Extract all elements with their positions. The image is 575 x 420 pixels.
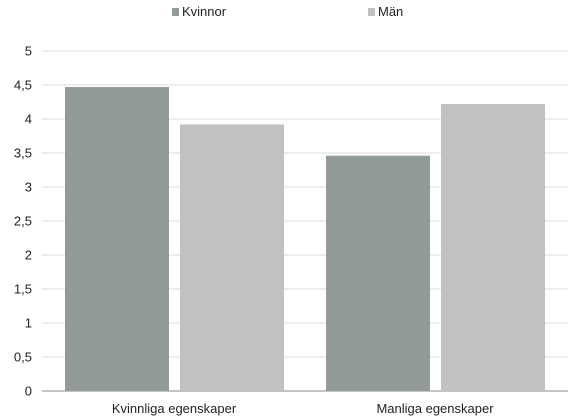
bars: [65, 87, 545, 391]
legend-swatch: [172, 8, 179, 16]
legend-swatch: [368, 8, 375, 16]
y-tick-label: 5: [25, 44, 32, 59]
x-axis: Kvinnliga egenskaper Manliga egenskaper: [112, 401, 494, 416]
legend: Kvinnor Män: [172, 4, 403, 19]
y-tick-label: 3,5: [14, 146, 32, 161]
y-tick-label: 1,5: [14, 282, 32, 297]
y-tick-label: 0,5: [14, 350, 32, 365]
legend-label: Kvinnor: [182, 4, 227, 19]
bar-kvinnor-1: [326, 155, 430, 391]
y-tick-label: 1: [25, 316, 32, 331]
y-tick-label: 0: [25, 384, 32, 399]
x-category-label: Kvinnliga egenskaper: [112, 401, 237, 416]
y-tick-label: 4: [25, 112, 32, 127]
bar-man-0: [180, 124, 284, 391]
bar-man-1: [441, 104, 545, 391]
y-tick-label: 4,5: [14, 78, 32, 93]
y-tick-label: 3: [25, 180, 32, 195]
y-axis: 0 0,5 1 1,5 2 2,5 3 3,5 4 4,5 5: [14, 44, 32, 399]
legend-label: Män: [378, 4, 403, 19]
bar-kvinnor-0: [65, 87, 169, 391]
y-tick-label: 2,5: [14, 214, 32, 229]
y-tick-label: 2: [25, 248, 32, 263]
x-category-label: Manliga egenskaper: [376, 401, 494, 416]
